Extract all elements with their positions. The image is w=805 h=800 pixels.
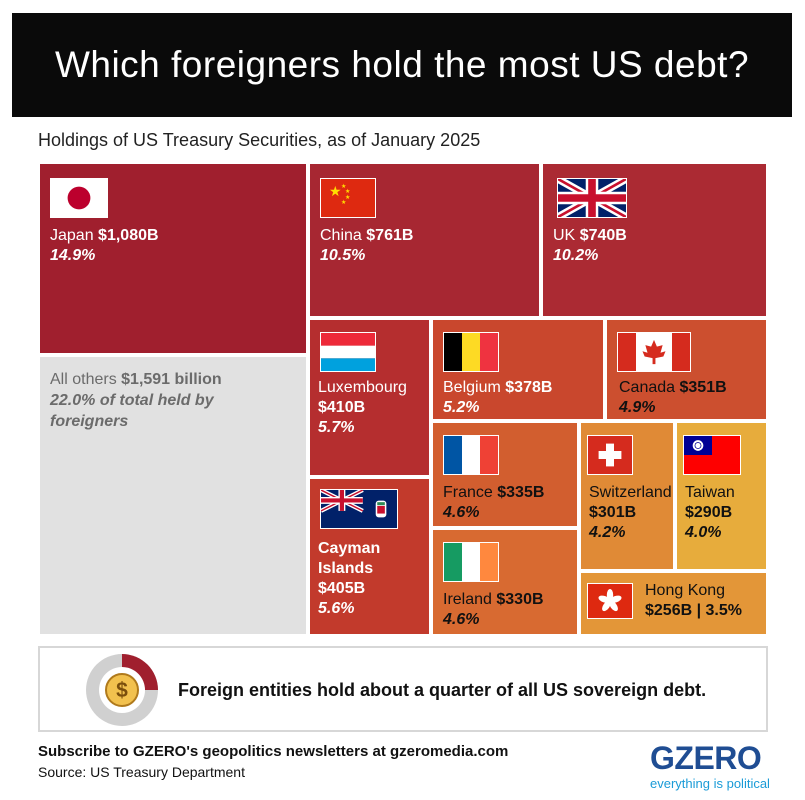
svg-text:★: ★: [341, 199, 346, 206]
uk-flag-icon: [557, 178, 627, 218]
tile-hong-kong: Hong Kong $256B | 3.5%: [579, 571, 768, 636]
hong-kong-flag-icon: [587, 583, 633, 619]
tile-ireland: Ireland $330B 4.6%: [431, 528, 579, 636]
tile-taiwan: Taiwan $290B 4.0%: [675, 421, 768, 571]
svg-text:★: ★: [341, 183, 346, 190]
luxembourg-flag-icon: [320, 332, 376, 372]
china-flag-icon: ★ ★ ★ ★ ★: [320, 178, 376, 218]
taiwan-flag-icon: [683, 435, 741, 475]
japan-flag-icon: [50, 178, 108, 218]
callout-box: $ Foreign entities hold about a quarter …: [38, 646, 768, 732]
tile-label-belgium: Belgium $378B 5.2%: [443, 379, 553, 416]
subscribe-text: Subscribe to GZERO's geopolitics newslet…: [38, 743, 509, 760]
cayman-islands-flag-icon: [320, 489, 398, 529]
switzerland-flag-icon: [587, 435, 633, 475]
treemap-chart: All others $1,591 billion 22.0% of total …: [38, 162, 768, 636]
tile-france: France $335B 4.6%: [431, 421, 579, 528]
tile-label-taiwan: Taiwan $290B 4.0%: [685, 484, 735, 541]
tile-belgium: Belgium $378B 5.2%: [431, 318, 605, 421]
svg-text:$: $: [116, 679, 128, 702]
svg-text:★: ★: [345, 188, 350, 195]
svg-text:★: ★: [329, 184, 342, 200]
callout-text: Foreign entities hold about a quarter of…: [178, 680, 707, 700]
france-flag-icon: [443, 435, 499, 475]
tile-luxembourg: Luxembourg $410B 5.7%: [308, 318, 431, 477]
tile-cayman-islands: Cayman Islands $405B 5.6%: [308, 477, 431, 636]
tile-label-hong-kong: Hong Kong $256B | 3.5%: [645, 582, 742, 619]
tile-label-switzerland: Switzerland $301B 4.2%: [589, 484, 672, 541]
gzero-tagline: everything is political: [650, 776, 770, 791]
tile-label-uk: UK $740B 10.2%: [553, 227, 627, 264]
title-banner: Which foreigners hold the most US debt?: [12, 13, 792, 117]
tile-label-luxembourg: Luxembourg $410B 5.7%: [318, 379, 407, 436]
tile-label-ireland: Ireland $330B 4.6%: [443, 591, 544, 628]
tile-japan: Japan $1,080B 14.9%: [38, 162, 308, 355]
tile-label-cayman-islands: Cayman Islands $405B 5.6%: [318, 540, 381, 617]
tile-canada: Canada $351B 4.9%: [605, 318, 768, 421]
dollar-coin-pie-icon: $: [86, 654, 158, 726]
tile-label-france: France $335B 4.6%: [443, 484, 545, 521]
others-label: All others $1,591 billion 22.0% of total …: [50, 371, 222, 430]
tile-uk: UK $740B 10.2%: [541, 162, 768, 318]
gzero-logo: GZERO: [650, 740, 762, 776]
canada-flag-icon: [617, 332, 691, 372]
tile-all-others: All others $1,591 billion 22.0% of total …: [38, 355, 308, 636]
ireland-flag-icon: [443, 542, 499, 582]
tile-china: ★ ★ ★ ★ ★ China $761B 10.5%: [308, 162, 541, 318]
chart-subtitle: Holdings of US Treasury Securities, as o…: [38, 130, 481, 150]
page-title: Which foreigners hold the most US debt?: [54, 44, 750, 85]
tile-label-china: China $761B 10.5%: [320, 227, 414, 264]
tile-label-japan: Japan $1,080B 14.9%: [50, 227, 159, 264]
belgium-flag-icon: [443, 332, 499, 372]
svg-text:★: ★: [345, 194, 350, 201]
source-text: Source: US Treasury Department: [38, 764, 245, 780]
tile-switzerland: Switzerland $301B 4.2%: [579, 421, 675, 571]
tile-label-canada: Canada $351B 4.9%: [619, 379, 727, 416]
